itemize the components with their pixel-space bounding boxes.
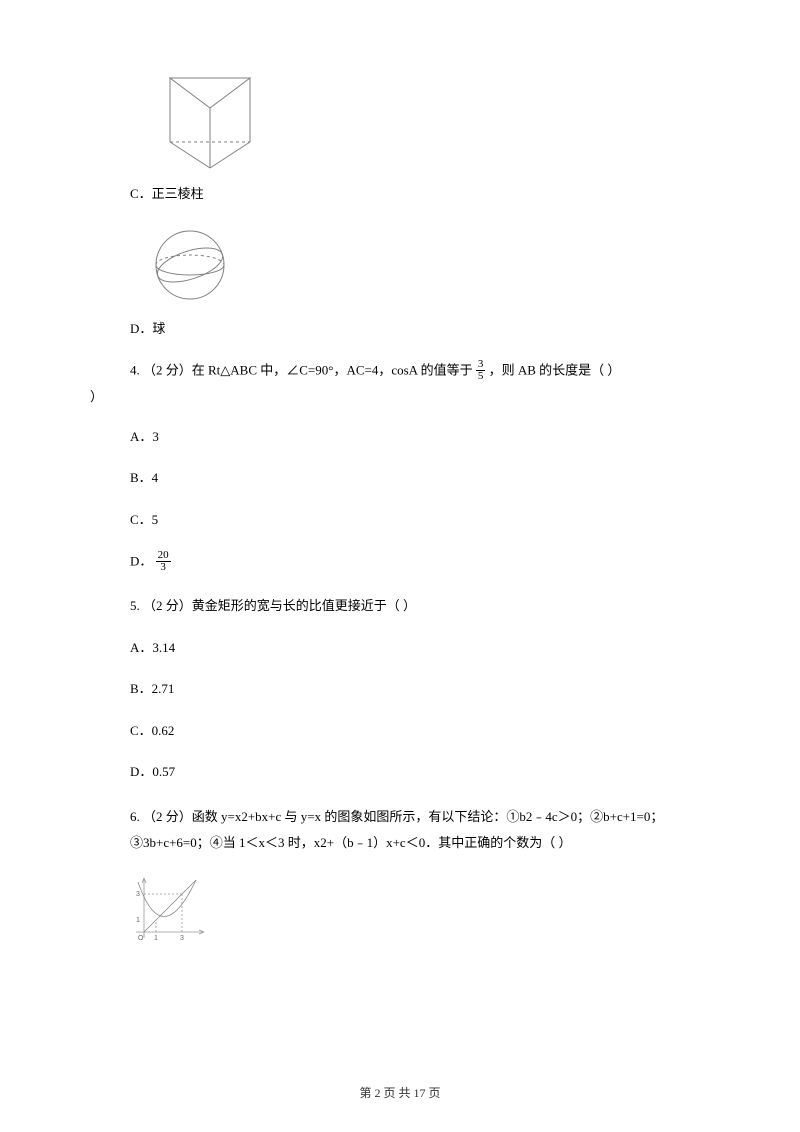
q4-option-d-prefix: D． xyxy=(130,553,152,568)
q4-option-b: B．4 xyxy=(90,468,710,488)
graph-label-x1: 1 xyxy=(154,935,158,942)
q3-option-d: D．球 xyxy=(90,319,710,339)
figure-prism xyxy=(150,60,710,176)
figure-sphere xyxy=(140,225,710,311)
q5-option-b: B．2.71 xyxy=(90,679,710,699)
graph-label-o: O xyxy=(138,935,144,942)
figure-q6-graph: 3 1 1 3 O xyxy=(130,874,710,952)
graph-label-y1: 3 xyxy=(136,891,140,898)
q4-option-a: A．3 xyxy=(90,427,710,447)
page-footer: 第 2 页 共 17 页 xyxy=(0,1084,800,1102)
q5-option-c: C．0.62 xyxy=(90,721,710,741)
q4-stem: 4. （2 分）在 Rt△ABC 中，∠C=90°，AC=4，cosA 的值等于… xyxy=(90,360,710,383)
page-content: C．正三棱柱 D．球 4. （2 分）在 Rt△ABC 中，∠C=90°，AC=… xyxy=(90,60,710,951)
q4-stem-suffix: ，则 AB 的长度是（ ） xyxy=(489,362,621,377)
q4-frac-den: 5 xyxy=(476,371,486,382)
graph-label-y2: 1 xyxy=(136,917,140,924)
q4-stem-prefix: 4. （2 分）在 Rt△ABC 中，∠C=90°，AC=4，cosA 的值等于 xyxy=(130,362,473,377)
graph-label-x2: 3 xyxy=(180,935,184,942)
q5-stem: 5. （2 分）黄金矩形的宽与长的比值更接近于（ ） xyxy=(90,596,710,616)
q5-option-a: A．3.14 xyxy=(90,638,710,658)
q4-d-frac-den: 3 xyxy=(156,562,171,573)
q4-frac: 3 5 xyxy=(476,359,486,382)
q4-option-d: D． 20 3 xyxy=(90,551,710,574)
q4-option-d-frac: 20 3 xyxy=(156,550,171,573)
q5-option-d: D．0.57 xyxy=(90,762,710,782)
q4-option-c: C．5 xyxy=(90,510,710,530)
q4-stem-paren: ） xyxy=(90,387,710,407)
q6-stem: 6. （2 分）函数 y=x2+bx+c 与 y=x 的图象如图所示，有以下结论… xyxy=(90,804,710,856)
q3-option-c: C．正三棱柱 xyxy=(90,184,710,204)
